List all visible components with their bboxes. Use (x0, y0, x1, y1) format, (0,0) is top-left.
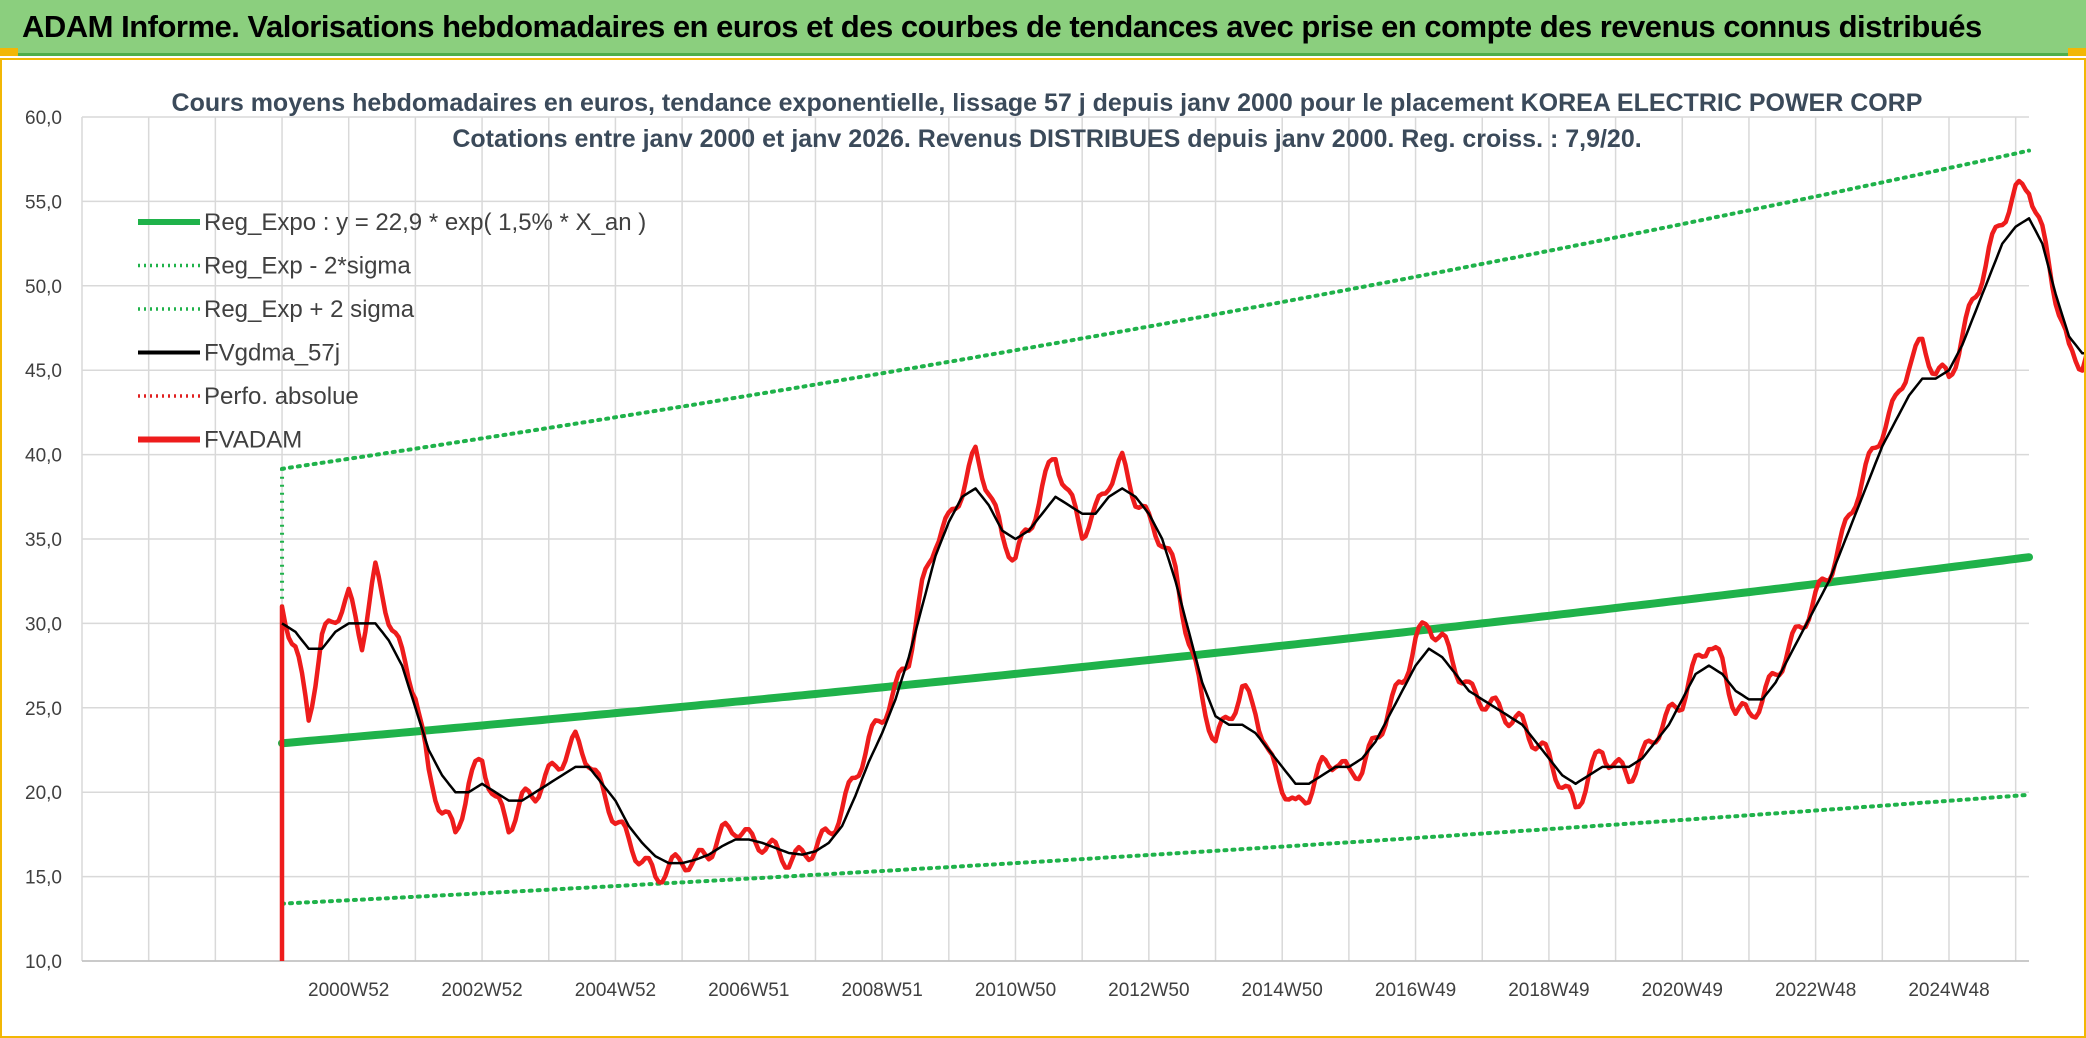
series-reg-expo (278, 553, 2033, 748)
x-tick-label: 2010W50 (975, 980, 1056, 1001)
y-tick-label: 10,0 (25, 952, 62, 973)
x-tick-label: 2008W51 (841, 980, 922, 1001)
y-tick-label: 20,0 (25, 783, 62, 804)
x-tick-label: 2002W52 (441, 980, 522, 1001)
y-tick-label: 55,0 (25, 192, 62, 213)
x-tick-label: 2000W52 (308, 980, 389, 1001)
chart-title-line: Cours moyens hebdomadaires en euros, ten… (172, 89, 1923, 117)
legend-label: Reg_Exp - 2*sigma (204, 253, 411, 280)
series-reg-plus-2sigma (280, 148, 2031, 471)
x-tick-label: 2006W51 (708, 980, 789, 1001)
chart-title-line: Cotations entre janv 2000 et janv 2026. … (452, 125, 1641, 153)
y-tick-label: 50,0 (25, 277, 62, 298)
legend-label: Reg_Exp + 2 sigma (204, 296, 415, 323)
report-header: ADAM Informe. Valorisations hebdomadaire… (0, 0, 2086, 56)
x-tick-label: 2012W50 (1108, 980, 1189, 1001)
legend-label: FVgdma_57j (204, 340, 340, 367)
y-tick-label: 30,0 (25, 614, 62, 635)
legend-label: Perfo. absolue (204, 383, 359, 410)
y-tick-label: 35,0 (25, 530, 62, 551)
x-tick-label: 2022W48 (1775, 980, 1856, 1001)
y-tick-label: 45,0 (25, 361, 62, 382)
x-tick-label: 2020W49 (1642, 980, 1723, 1001)
corner-marker-right (2068, 48, 2086, 56)
report-title: ADAM Informe. Valorisations hebdomadaire… (22, 9, 1982, 44)
y-tick-label: 40,0 (25, 446, 62, 467)
legend-label: Reg_Expo : y = 22,9 * exp( 1,5% * X_an ) (204, 209, 646, 236)
x-tick-label: 2018W49 (1508, 980, 1589, 1001)
series-fvgdma-57j (281, 217, 2084, 865)
x-tick-label: 2016W49 (1375, 980, 1456, 1001)
chart-frame: 10,0 15,0 20,0 25,0 30,0 35,0 40,0 45,0 50,0 55,0… (0, 58, 2086, 1038)
x-tick-label: 2004W52 (575, 980, 656, 1001)
y-tick-label: 15,0 (25, 868, 62, 889)
chart-canvas: 10,0 15,0 20,0 25,0 30,0 35,0 40,0 45,0 50,0 55,0… (25, 89, 2084, 1001)
x-tick-label: 2014W50 (1242, 980, 1323, 1001)
corner-marker-left (0, 48, 18, 56)
y-tick-label: 25,0 (25, 699, 62, 720)
x-tick-label: 2024W48 (1908, 980, 1989, 1001)
series-fvadam (279, 178, 2084, 961)
legend-label: FVADAM (204, 427, 302, 454)
series-reg-minus-2sigma (280, 792, 2031, 906)
y-tick-label: 60,0 (25, 108, 62, 129)
